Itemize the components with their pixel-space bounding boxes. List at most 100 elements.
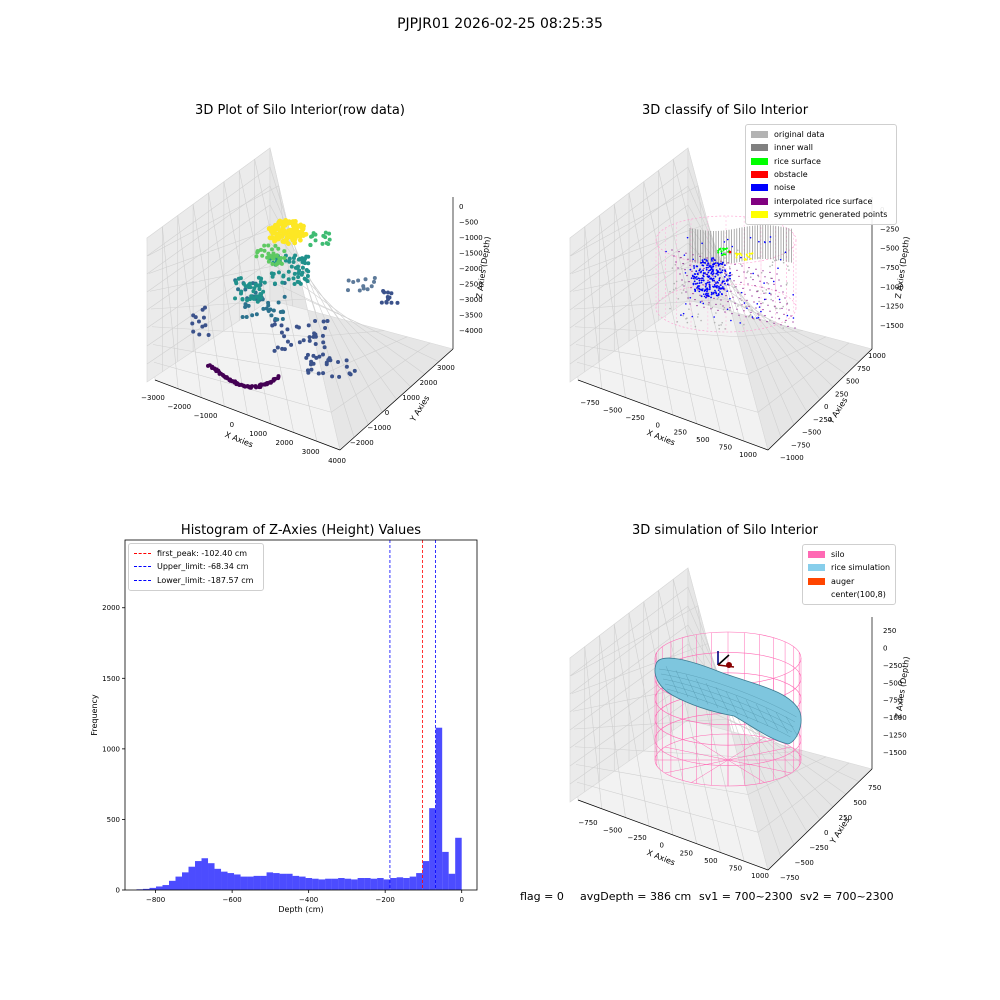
raw-point — [269, 313, 274, 318]
noise-point — [695, 275, 698, 278]
histogram-bar — [455, 837, 462, 890]
original-point — [682, 289, 685, 291]
y-tick-label: 1500 — [102, 675, 120, 683]
noise-point — [721, 293, 723, 296]
histogram-bar — [396, 877, 404, 890]
grid-line — [238, 170, 295, 433]
x-tick-label: −3000 — [141, 394, 165, 402]
y-tick-label: 0 — [116, 887, 120, 895]
x-tick-label: −250 — [628, 834, 647, 842]
x-tick-label: 750 — [719, 444, 732, 452]
noise-point — [696, 287, 698, 289]
original-point — [740, 299, 743, 302]
noise-point — [692, 275, 694, 278]
noise-point — [717, 270, 719, 272]
raw-point — [256, 275, 261, 280]
x-tick-label: −500 — [603, 827, 622, 835]
interpolated-point — [694, 299, 696, 301]
raw-point — [287, 259, 292, 264]
noise-point — [729, 274, 732, 277]
noise-point — [707, 262, 710, 265]
noise-point — [717, 274, 719, 276]
interpolated-point — [742, 287, 744, 289]
noise-point — [712, 292, 715, 295]
raw-point — [287, 256, 292, 261]
histogram-bar — [266, 872, 274, 890]
interpolated-point — [708, 302, 710, 304]
rice-simulation-surface — [654, 657, 802, 745]
noise-point — [711, 278, 714, 281]
interpolated-point — [785, 319, 787, 321]
noise-point — [763, 282, 765, 284]
noise-point — [714, 291, 717, 294]
rice-surface-point — [722, 253, 725, 256]
raw-point — [240, 297, 245, 302]
interpolated-point — [736, 308, 738, 310]
legend-swatch — [751, 144, 768, 152]
raw-point — [297, 233, 303, 239]
rice-mesh-line — [666, 688, 791, 738]
raw-point — [302, 232, 308, 237]
interpolated-point — [783, 313, 785, 315]
legend-label: Lower_limit: -187.57 cm — [157, 575, 254, 585]
noise-point — [711, 259, 713, 262]
interpolated-point — [766, 321, 768, 323]
noise-point — [705, 294, 708, 297]
noise-point — [698, 269, 701, 272]
raw-point — [336, 360, 341, 365]
z-tick-label: −500 — [459, 219, 478, 227]
rice-mesh-line — [705, 682, 719, 709]
noise-point — [690, 277, 693, 280]
histogram-bar — [305, 878, 313, 890]
y-tick-label: −750 — [780, 874, 799, 882]
x-tick-label: 750 — [729, 864, 742, 872]
original-point — [758, 314, 760, 317]
noise-point — [768, 292, 771, 295]
raw-point — [264, 306, 269, 311]
interpolated-point — [705, 273, 707, 275]
x-tick-label: 3000 — [302, 448, 320, 456]
raw-point — [262, 280, 267, 285]
noise-point — [718, 277, 721, 280]
symmetric-point — [750, 252, 753, 255]
original-point — [723, 278, 725, 280]
original-point — [725, 284, 727, 287]
noise-point — [779, 258, 782, 261]
noise-point — [749, 236, 752, 239]
z-tick-label: −4000 — [459, 327, 483, 335]
raw-point — [313, 332, 318, 337]
original-point — [765, 292, 767, 294]
z-tick-label: −500 — [883, 679, 902, 687]
silo-floor-line — [727, 759, 792, 774]
interpolated-point — [736, 269, 738, 271]
interpolated-point — [750, 311, 752, 313]
histogram-bar — [142, 888, 150, 890]
original-point — [721, 321, 723, 324]
noise-point — [778, 298, 781, 301]
noise-point — [721, 261, 724, 264]
histogram-title: Histogram of Z-Axies (Height) Values — [180, 523, 422, 538]
raw-point — [234, 281, 239, 286]
noise-point — [715, 282, 717, 285]
noise-point — [729, 277, 731, 280]
original-point — [729, 253, 731, 255]
histogram-bar — [383, 879, 391, 890]
x-tick-label: 4000 — [328, 457, 346, 465]
noise-point — [769, 236, 772, 238]
x-axis-line — [577, 799, 769, 871]
original-point — [677, 298, 680, 300]
original-point — [697, 253, 700, 255]
interpolated-point — [733, 280, 735, 282]
noise-point — [702, 302, 705, 305]
legend-item-first-peak: first_peak: -102.40 cm — [134, 547, 258, 560]
raw-point — [286, 220, 292, 226]
rice-mesh-line — [735, 695, 749, 719]
y-tick-label: 2000 — [102, 604, 120, 612]
interpolated-point — [722, 266, 724, 268]
raw-point — [258, 279, 263, 284]
noise-point — [723, 241, 726, 243]
silo-floor-line — [664, 746, 729, 761]
raw-point — [254, 312, 259, 317]
original-point — [758, 318, 760, 320]
noise-point — [708, 281, 711, 284]
